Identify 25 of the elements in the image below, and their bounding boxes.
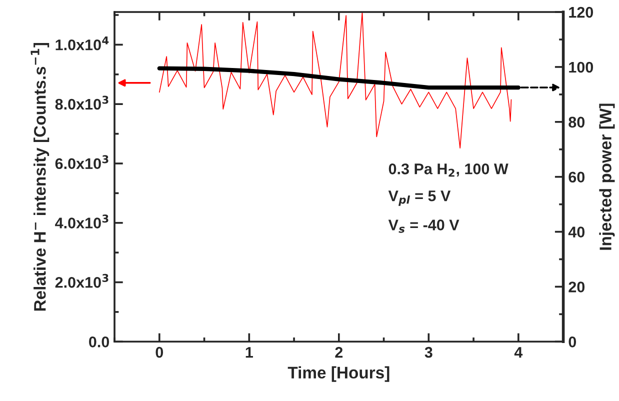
annotation: V$_{s}$ = -40 V <box>388 220 460 233</box>
line-series <box>158 12 512 148</box>
y-tick-label: 4.0x10$^{3}$ <box>55 214 108 228</box>
y2-tick-label: 100 <box>569 62 594 73</box>
x-tick-label: 3 <box>424 346 432 358</box>
y2-tick-label: 20 <box>568 282 585 292</box>
y-tick-label: 8.0x10$^{3}$ <box>55 96 108 110</box>
y2-axis-title: Injected power [W] <box>599 104 615 250</box>
x-tick-label: 4 <box>514 347 523 358</box>
y-tick-label: 6.0x10$^{3}$ <box>55 155 108 170</box>
y2-tick-label: 0 <box>568 336 576 348</box>
y2-tick-label: 40 <box>568 226 585 238</box>
y-tick-label: 0.0 <box>89 336 110 348</box>
y-axis-title: Relative H$^{−}$ intensity [Counts.s$^{−1}$] <box>30 43 50 311</box>
y2-tick-label: 80 <box>568 116 585 128</box>
annotation: 0.3 Pa H$_{2}$, 100 W <box>388 164 508 177</box>
y-tick-label: 1.0x10$^{4}$ <box>56 36 109 50</box>
x-tick-label: 1 <box>246 347 253 358</box>
y2-tick-label: 120 <box>569 6 594 18</box>
y2-tick-label: 60 <box>568 172 585 183</box>
x-axis-title: Time [Hours] <box>288 366 390 382</box>
x-tick-label: 0 <box>156 346 164 358</box>
x-tick-label: 2 <box>335 346 343 358</box>
annotation: V$_{pl}$ = 5 V <box>388 190 451 206</box>
y-tick-label: 2.0x10$^{3}$ <box>55 274 108 288</box>
